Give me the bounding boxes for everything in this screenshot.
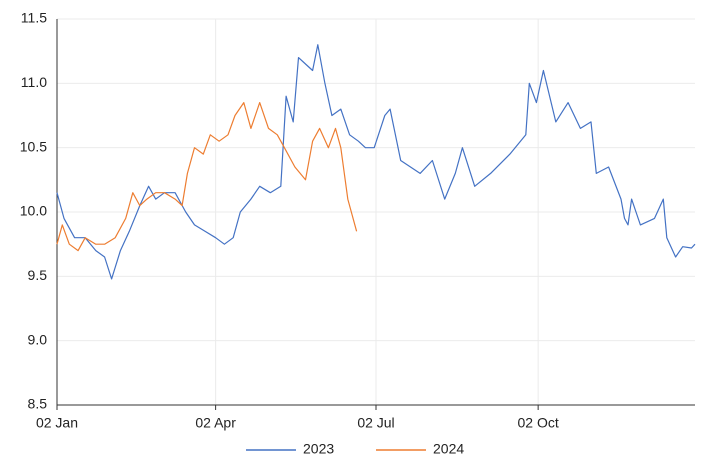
series-line	[56, 44, 696, 280]
y-tick-label: 8.5	[28, 396, 48, 412]
y-tick-label: 10.5	[20, 138, 47, 154]
series-line	[56, 102, 358, 252]
x-tick-label: 02 Jul	[357, 415, 394, 431]
legend-label: 2023	[303, 441, 334, 457]
y-tick-label: 10.0	[20, 203, 47, 219]
y-tick-label: 9.0	[28, 331, 48, 347]
legend-label: 2024	[433, 441, 464, 457]
y-tick-label: 11.5	[21, 10, 47, 26]
x-tick-label: 02 Jan	[36, 415, 78, 431]
y-tick-label: 9.5	[28, 267, 48, 283]
y-tick-label: 11.0	[21, 74, 47, 90]
x-tick-label: 02 Oct	[518, 415, 559, 431]
x-tick-label: 02 Apr	[195, 415, 236, 431]
